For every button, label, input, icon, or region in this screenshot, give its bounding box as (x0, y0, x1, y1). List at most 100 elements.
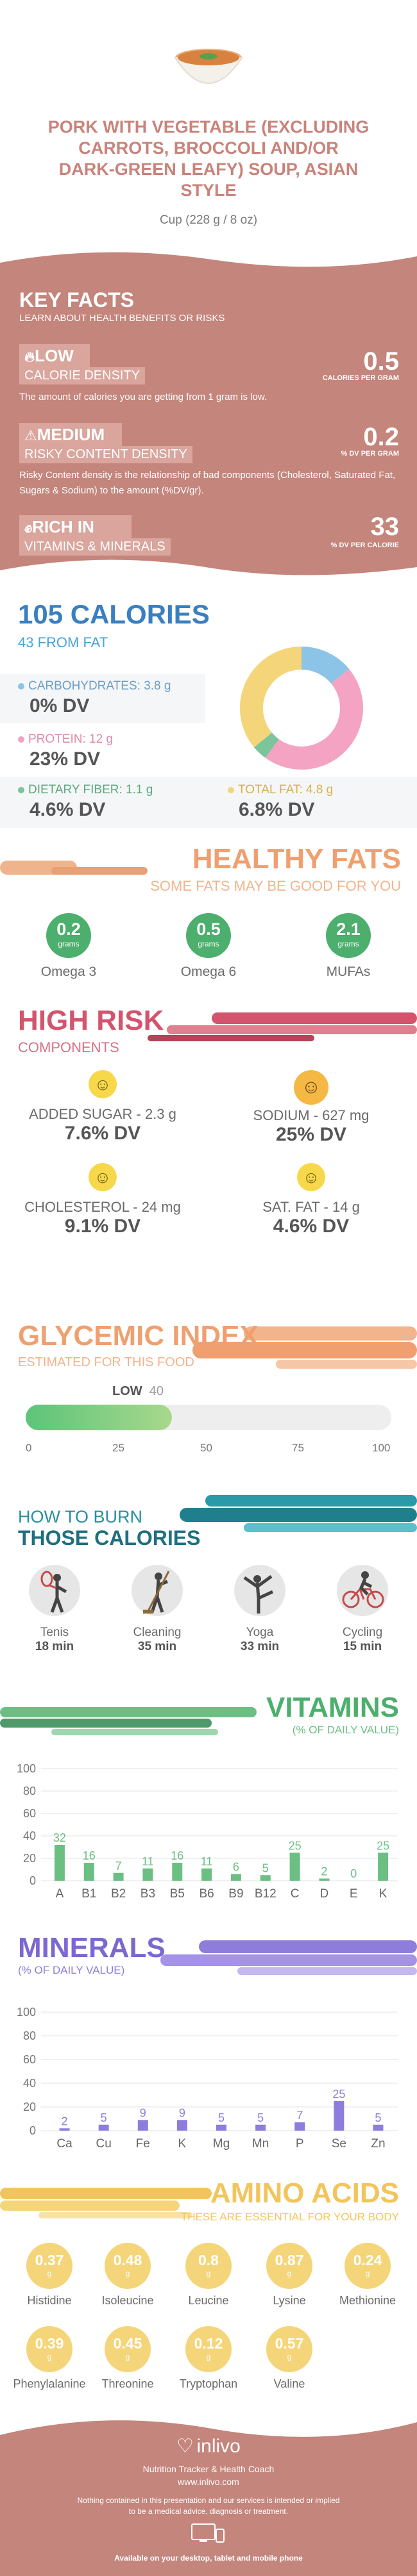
glycemic-level: LOW 40 (112, 1384, 164, 1398)
minerals-stripes (160, 1940, 417, 1975)
cleaning-label: Cleaning (133, 1626, 182, 1639)
fiber-fat-row (0, 777, 417, 828)
cycling-time: 15 min (343, 1640, 382, 1653)
food-title: PORK WITH VEGETABLE (EXCLUDING CARROTS, … (47, 117, 370, 200)
bar-Fe (137, 2120, 148, 2131)
footer-url[interactable]: www.inlivo.com (178, 2477, 239, 2487)
mufas-label: MUFAs (326, 964, 371, 979)
calories-title: 105 CALORIES (18, 599, 210, 629)
bar-K (378, 1853, 389, 1881)
donut-slice-protein (265, 668, 363, 770)
donut-slice-carbs (301, 647, 349, 684)
bar-B12 (260, 1875, 271, 1881)
bar-Zn (373, 2124, 384, 2131)
added-sugar-dv: 7.6% DV (64, 1123, 141, 1144)
amino-item-threonine: 0.45 g Threonine (90, 2326, 166, 2391)
bar-value-Mg: 5 (218, 2111, 225, 2124)
amino-stripes (0, 2188, 212, 2218)
amino-item-histidine: 0.37 g Histidine (12, 2243, 87, 2308)
vitamins-stripes (0, 1707, 257, 1735)
mufas-item: 2.1 grams MUFAs (313, 913, 384, 980)
fiber-dot-icon (18, 787, 24, 793)
amino-label: Lysine (273, 2294, 306, 2307)
x-tick-label: Fe (136, 2137, 150, 2151)
yoga-icon (234, 1565, 285, 1616)
footer-disclaimer-1: Nothing contained in this presentation a… (77, 2496, 340, 2505)
omega6-item: 0.5 grams Omega 6 (173, 913, 244, 980)
healthy-fats-stripes (0, 861, 148, 875)
calorie-density-desc: The amount of calories you are getting f… (19, 392, 268, 402)
protein-dot-icon (18, 736, 24, 743)
y-tick-label: 40 (23, 1829, 36, 1842)
key-facts-background (0, 252, 417, 575)
footer-tagline: Nutrition Tracker & Health Coach (142, 2464, 275, 2474)
bar-value-A: 32 (53, 1831, 66, 1844)
yoga-label: Yoga (246, 1626, 274, 1639)
bar-Mg (216, 2124, 226, 2131)
macro-donut-chart (240, 647, 363, 770)
risky-density-block: ⚠︎MEDIUM RISKY CONTENT DENSITY (19, 423, 192, 463)
omega3-circle: 0.2 grams (46, 913, 91, 958)
tennis-time: 18 min (35, 1640, 74, 1653)
rich-in-unit: % DV PER CALORIE (330, 541, 399, 549)
footer-disclaimer-2: to be a medical advice, diagnosis or tre… (128, 2507, 289, 2516)
x-tick-label: D (320, 1887, 329, 1901)
glycemic-title: GLYCEMIC INDEX (18, 1320, 259, 1351)
vitamins-subtitle: (% OF DAILY VALUE) (292, 1724, 399, 1736)
minerals-subtitle: (% OF DAILY VALUE) (18, 1964, 125, 1976)
risky-density-level: ⚠︎MEDIUM (19, 423, 122, 446)
amino-item-lysine: 0.87 g Lysine (251, 2243, 327, 2308)
mufas-circle: 2.1 grams (326, 913, 371, 958)
omega3-item: 0.2 grams Omega 3 (33, 913, 104, 980)
risky-density-unit: % DV PER GRAM (341, 450, 399, 458)
glycemic-stripes (192, 1326, 417, 1369)
x-tick-label: Zn (371, 2137, 385, 2151)
footer-background (0, 2420, 417, 2576)
smiley-icon: ☺︎ (297, 1163, 325, 1191)
risky-density-value: 0.2 (363, 423, 399, 451)
risky-density-label: RISKY CONTENT DENSITY (19, 446, 192, 463)
risky-density-desc: Risky Content density is the relationshi… (19, 470, 396, 496)
minerals-title: MINERALS (18, 1932, 166, 1963)
bar-B9 (230, 1874, 241, 1881)
burn-title-2: THOSE CALORIES (18, 1526, 201, 1549)
amino-label: Tryptophan (179, 2377, 238, 2390)
smiley-icon: ☺︎ (294, 1070, 328, 1105)
bar-Ca (59, 2128, 70, 2131)
bar-D (319, 1878, 330, 1881)
added-sugar-item: ☺︎ ADDED SUGAR - 2.3 g 7.6% DV (19, 1070, 186, 1144)
cleaning-icon (132, 1565, 183, 1616)
bar-value-B9: 6 (233, 1861, 239, 1874)
sodium-item: ☺︎ SODIUM - 627 mg 25% DV (228, 1070, 395, 1146)
bar-Mn (255, 2124, 266, 2131)
x-tick-label: B5 (170, 1887, 185, 1901)
amino-badge: 0.12 g (185, 2326, 232, 2372)
amino-item-isoleucine: 0.48 g Isoleucine (90, 2243, 166, 2308)
bar-value-B1: 16 (83, 1849, 96, 1862)
footer-available: Available on your desktop, tablet and mo… (114, 2554, 303, 2563)
x-tick-label: K (178, 2137, 187, 2151)
bar-value-P: 7 (296, 2109, 303, 2122)
heart-logo-icon: ♡ (176, 2436, 194, 2457)
bar-value-B2: 7 (115, 1860, 122, 1872)
x-tick-label: C (291, 1887, 300, 1901)
bar-value-K: 9 (179, 2106, 185, 2119)
calorie-density-block: 🔥︎LOW CALORIE DENSITY (19, 344, 146, 384)
y-tick-label: 40 (23, 2077, 36, 2090)
added-sugar-label: ADDED SUGAR - 2.3 g (29, 1106, 176, 1122)
bar-B5 (172, 1863, 183, 1881)
amino-badge: 0.45 g (105, 2326, 151, 2372)
muscle-icon: ✊︎ (24, 520, 33, 536)
amino-badge: 0.24 g (345, 2243, 391, 2289)
glycemic-track (26, 1405, 391, 1430)
y-tick-label: 80 (23, 2029, 36, 2042)
amino-badge: 0.87 g (266, 2243, 312, 2289)
serving-size: Cup (228 g / 8 oz) (159, 213, 258, 227)
warning-icon: ⚠︎ (24, 427, 37, 443)
cycling-item: Cycling 15 min (327, 1564, 398, 1654)
devices-icon (191, 2523, 225, 2543)
protein-label: PROTEIN: 12 g (18, 732, 113, 747)
amino-item-tryptophan: 0.12 g Tryptophan (171, 2326, 246, 2391)
omega6-label: Omega 6 (180, 964, 237, 979)
